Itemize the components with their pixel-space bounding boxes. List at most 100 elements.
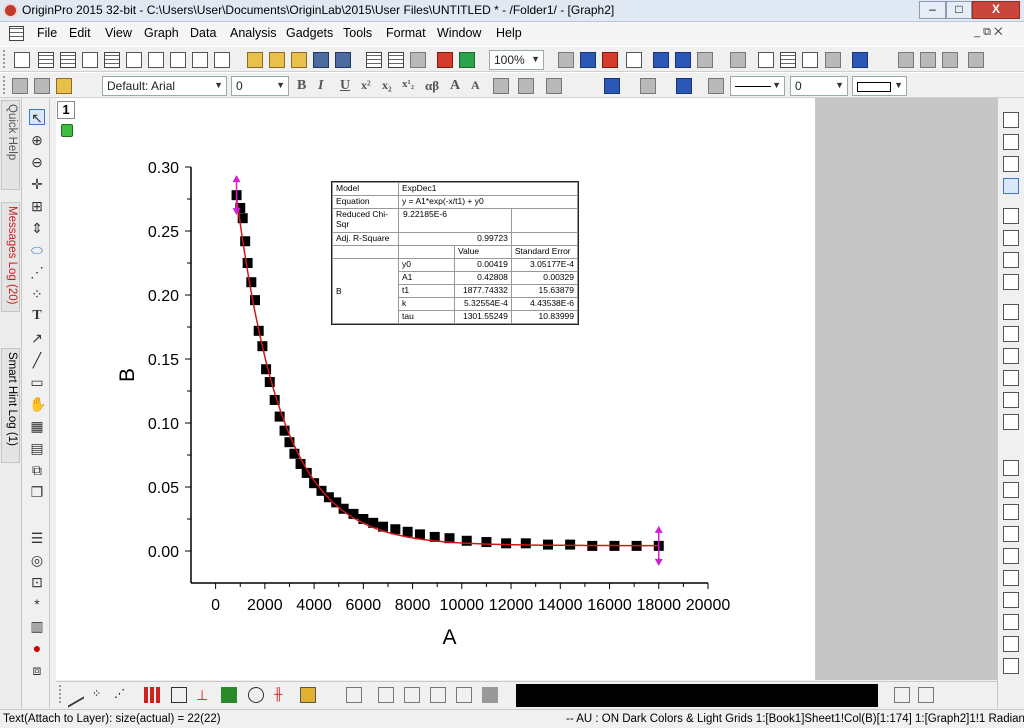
circle-tool-icon[interactable]: ◎ [30,552,44,568]
insert-graph-icon[interactable]: ▤ [30,440,44,456]
sigma-icon[interactable] [898,52,914,68]
tab-smart-hint-log[interactable]: Smart Hint Log (1) [1,348,20,463]
menu-analysis[interactable]: Analysis [230,26,277,40]
column-icon[interactable] [518,78,534,94]
menu-edit[interactable]: Edit [69,26,91,40]
list-icon[interactable]: ☰ [30,530,44,546]
line-plot-icon[interactable] [68,682,84,708]
graph-window-icon[interactable] [9,26,24,41]
maximize-button[interactable]: □ [946,1,972,19]
align-right-icon[interactable] [1003,482,1019,498]
arrow-tool-icon[interactable]: ↗ [31,330,43,346]
zoom-in-icon[interactable]: ⊕ [31,132,43,148]
mask-icon[interactable]: ⋰ [30,264,44,280]
import-wizard-icon[interactable] [410,52,426,68]
results-log-icon[interactable] [675,52,691,68]
color-combo[interactable]: ▼ [852,76,907,96]
polar-plot-icon[interactable] [248,687,264,703]
new-function-icon[interactable] [126,52,142,68]
subscript-button[interactable]: x₂ [382,78,392,92]
menu-help[interactable]: Help [496,26,522,40]
zoom-combo[interactable]: 100% ▼ [489,50,544,70]
run-icon[interactable] [459,52,475,68]
add-text-icon[interactable] [758,52,774,68]
data-reader-icon[interactable]: ✛ [31,176,43,192]
hand-icon[interactable]: ✋ [29,396,47,412]
menu-gadgets[interactable]: Gadgets [286,26,334,40]
front-icon[interactable] [1003,592,1019,608]
merge-graph-icon[interactable] [1003,134,1019,150]
origin-app-icon[interactable] [3,3,18,18]
print-icon[interactable] [558,52,574,68]
pattern-icon[interactable] [640,78,656,94]
italic-button[interactable]: I [318,78,324,93]
axis-scale-icon[interactable] [1003,414,1019,430]
add-table-icon[interactable] [780,52,796,68]
layout-icon-2[interactable] [378,687,394,703]
layout-icon-3[interactable] [404,687,420,703]
right-axis-icon[interactable] [1003,370,1019,386]
add-date-icon[interactable] [802,52,818,68]
new-layout-icon[interactable] [148,52,164,68]
data-selector-icon[interactable]: ⇕ [31,220,43,236]
unmask-tool-icon[interactable] [918,687,934,703]
save-project-icon[interactable] [313,52,329,68]
record-icon[interactable]: ● [32,640,42,656]
bold-button[interactable]: B [297,78,307,93]
new-excel-icon[interactable] [60,52,76,68]
new-report-icon[interactable] [192,52,208,68]
open-folder-icon[interactable] [247,52,263,68]
project-explorer-icon[interactable] [653,52,669,68]
add-right-y-icon[interactable] [1003,230,1019,246]
column-stats-icon[interactable]: ▥ [30,618,44,634]
area-plot-icon[interactable] [221,687,237,703]
font-size-combo[interactable]: 0 ▼ [231,76,289,96]
text-tool-icon[interactable]: T [32,308,42,323]
group-icon[interactable] [1003,636,1019,652]
mdi-window-controls[interactable]: _ ⧉ ✕ [974,26,1003,38]
back-icon[interactable] [1003,614,1019,630]
underline-button[interactable]: U [340,78,351,93]
code-builder-icon[interactable] [730,52,746,68]
align-bottom-icon[interactable] [1003,526,1019,542]
line-width-combo[interactable]: 0 ▼ [790,76,848,96]
bottom-axis-icon[interactable] [1003,348,1019,364]
new-matrix-icon[interactable] [104,52,120,68]
rectangle-tool-icon[interactable]: ▭ [30,374,44,390]
open-template-icon[interactable] [269,52,285,68]
zoom-out-icon[interactable]: ⊖ [31,154,43,170]
import-single-icon[interactable] [366,52,382,68]
screen-reader-icon[interactable]: ⊞ [31,198,43,214]
column-plot-icon[interactable] [144,687,160,703]
refresh-icon[interactable] [580,52,596,68]
line-style-combo[interactable]: ▼ [730,76,785,96]
paste-icon[interactable] [56,78,72,94]
asterisk-icon[interactable]: * [34,596,40,612]
copy-icon[interactable] [34,78,50,94]
region-icon[interactable]: ▦ [30,418,44,434]
decrease-font-button[interactable]: A [471,78,480,92]
mask-tool-icon[interactable] [894,687,910,703]
menu-graph[interactable]: Graph [144,26,179,40]
align-icon[interactable] [493,78,509,94]
menu-data[interactable]: Data [190,26,217,40]
layers-icon[interactable]: ⧈ [32,662,42,678]
tab-messages-log[interactable]: Messages Log (20) [1,202,20,312]
add-layer-toolbar-icon[interactable] [852,52,868,68]
fit-results-table[interactable]: Model ExpDec1 Equation y = A1*exp(-x/t1) +… [331,181,579,325]
command-window-icon[interactable] [697,52,713,68]
layout-icon-1[interactable] [346,687,362,703]
statistics-icon[interactable] [920,52,936,68]
menu-tools[interactable]: Tools [343,26,373,40]
scatter-plot-icon[interactable]: ⁘ [92,688,102,700]
pan-icon[interactable]: ⊡ [31,574,43,590]
left-axis-icon[interactable] [1003,304,1019,320]
toolbar-grip[interactable] [59,685,63,703]
layout-icon-4[interactable] [430,687,446,703]
menu-window[interactable]: Window [437,26,482,40]
speed-mode-icon[interactable] [1003,178,1019,194]
align-left-icon[interactable] [1003,460,1019,476]
tab-quick-help[interactable]: Quick Help [1,100,20,190]
add-box-icon[interactable] [1003,252,1019,268]
cut-icon[interactable] [12,78,28,94]
